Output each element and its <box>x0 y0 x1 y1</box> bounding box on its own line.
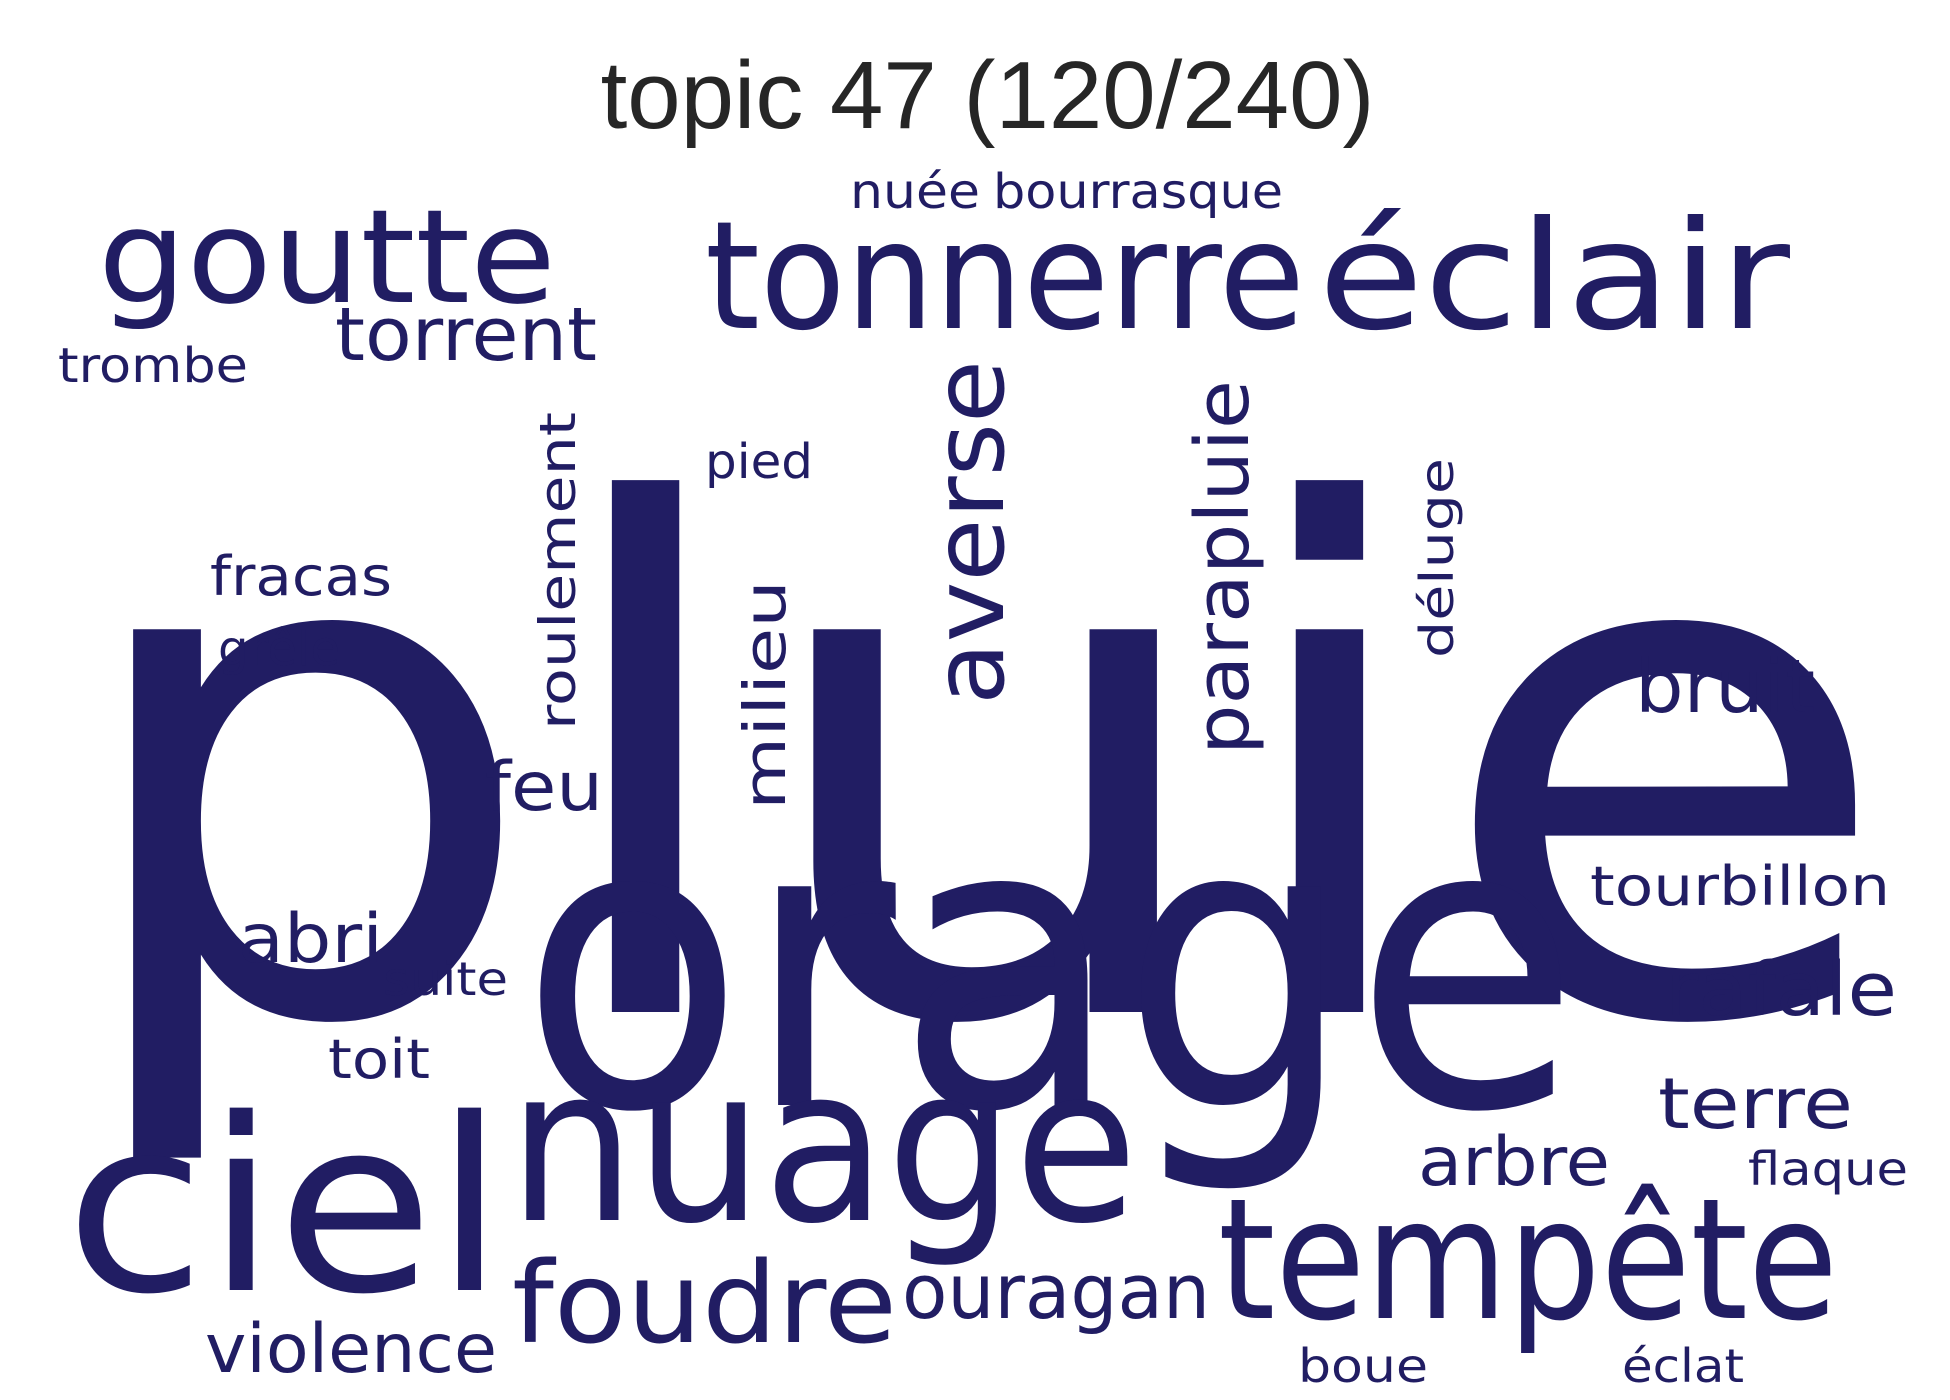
word-pied: pied <box>705 434 813 490</box>
word-feu: feu <box>485 748 603 827</box>
word-bruit: bruit <box>1635 644 1815 730</box>
word-ciel: ciel <box>65 1067 505 1347</box>
word-grele: grêle <box>218 621 340 677</box>
word-arbre: arbre <box>1418 1123 1610 1202</box>
word-foudre: foudre <box>512 1239 897 1369</box>
word-orage: orage <box>520 735 1580 1200</box>
word-torrent: torrent <box>335 292 597 378</box>
word-milieu: milieu <box>731 580 799 810</box>
word-nuage: nuage <box>508 1020 1138 1271</box>
word-deluge: déluge <box>1410 458 1464 658</box>
word-tonnerre: tonnerre <box>705 190 1305 364</box>
word-averse: averse <box>913 360 1027 705</box>
word-violence: violence <box>205 1310 497 1389</box>
word-trombe: trombe <box>58 338 248 394</box>
word-rafale: rafale <box>1665 947 1897 1033</box>
word-eclat: éclat <box>1622 1339 1744 1393</box>
word-nuee: nuée <box>850 164 980 220</box>
word-roulement: roulement <box>529 412 587 730</box>
word-tempete: tempête <box>1218 1162 1838 1358</box>
word-bourrasque: bourrasque <box>993 164 1283 220</box>
word-boue: boue <box>1298 1339 1428 1393</box>
word-toit: toit <box>328 1028 430 1091</box>
word-tourbillon: tourbillon <box>1590 855 1890 918</box>
word-terre: terre <box>1658 1063 1853 1145</box>
word-suite: suite <box>383 952 508 1006</box>
word-pluie: pluie <box>65 363 1895 1178</box>
word-flaque: flaque <box>1748 1142 1908 1196</box>
word-eclair: éclair <box>1318 190 1790 364</box>
word-fracas: fracas <box>210 545 392 608</box>
word-ouragan: ouragan <box>902 1247 1210 1336</box>
wordcloud-title: topic 47 (120/240) <box>600 42 1375 149</box>
word-goutte: goutte <box>98 181 556 333</box>
word-parapluie: parapluie <box>1180 380 1266 755</box>
word-abri: abri <box>238 900 383 979</box>
